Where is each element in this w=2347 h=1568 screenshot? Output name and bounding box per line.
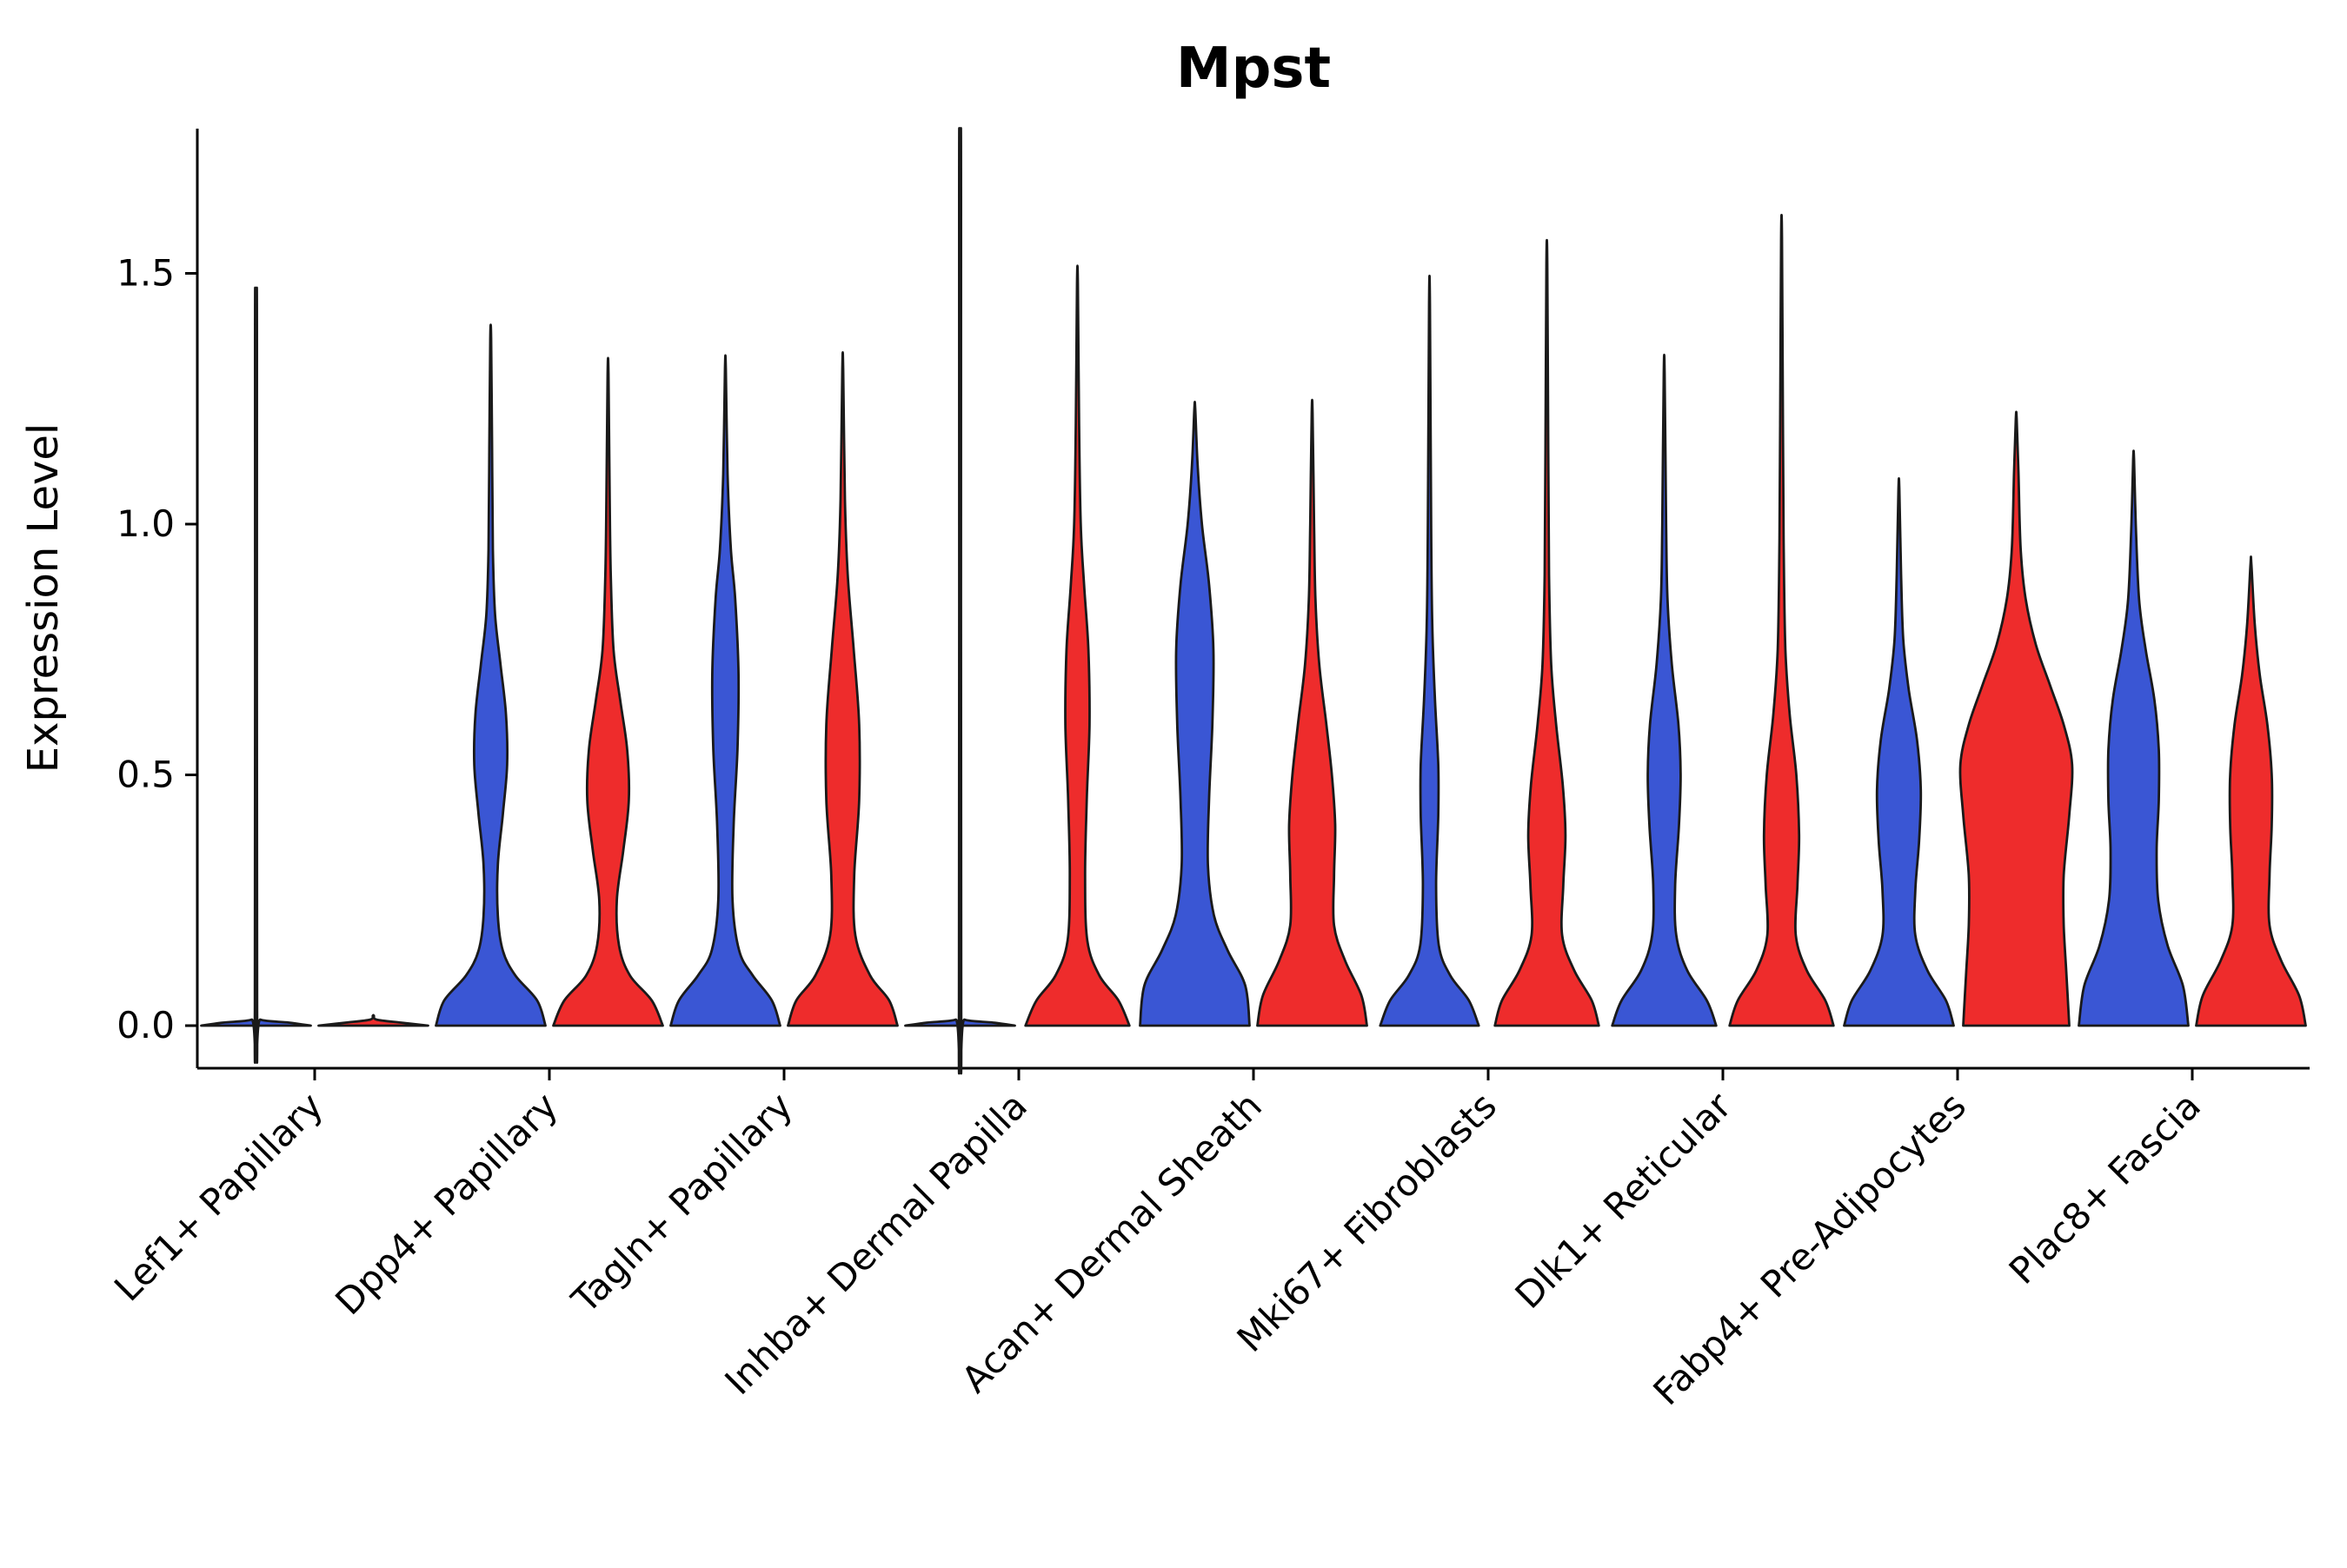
x-tick-label: Lef1+ Papillary [106, 1084, 331, 1309]
x-tick-label: Plac8+ Fascia [2001, 1084, 2209, 1292]
y-tick-label: 1.0 [116, 502, 175, 545]
violin-left [1139, 400, 1251, 1027]
x-tick-label: Tagln+ Papillary [563, 1084, 801, 1321]
violin-left [1379, 274, 1480, 1027]
violin-right [1024, 264, 1131, 1027]
violin-left [1843, 476, 1955, 1027]
y-tick-label: 0.0 [116, 1004, 175, 1046]
y-axis-label: Expression Level [19, 423, 68, 774]
violin-right [552, 356, 664, 1027]
violin-right [1256, 398, 1368, 1027]
violin-right [2195, 555, 2307, 1027]
violin-left [200, 286, 312, 1064]
violin-left [669, 354, 781, 1027]
violin-left [904, 127, 1016, 1075]
x-tick-label: Dpp4+ Papillary [327, 1084, 566, 1323]
y-tick-label: 1.5 [116, 252, 175, 295]
violin-right [1493, 239, 1600, 1027]
violin-right [317, 1013, 429, 1027]
violin-left [1611, 353, 1718, 1027]
x-tick-label: Dlk1+ Reticular [1507, 1084, 1740, 1317]
chart-title: Mpst [1176, 37, 1331, 101]
y-tick-label: 0.5 [116, 754, 175, 796]
violin-right [1958, 410, 2074, 1027]
violin-right [1728, 214, 1835, 1027]
violin-left [2078, 449, 2190, 1027]
x-tick-label: Mki67+ Fibroblasts [1229, 1084, 1505, 1359]
violin-right [787, 350, 899, 1027]
violin-left [435, 323, 547, 1027]
